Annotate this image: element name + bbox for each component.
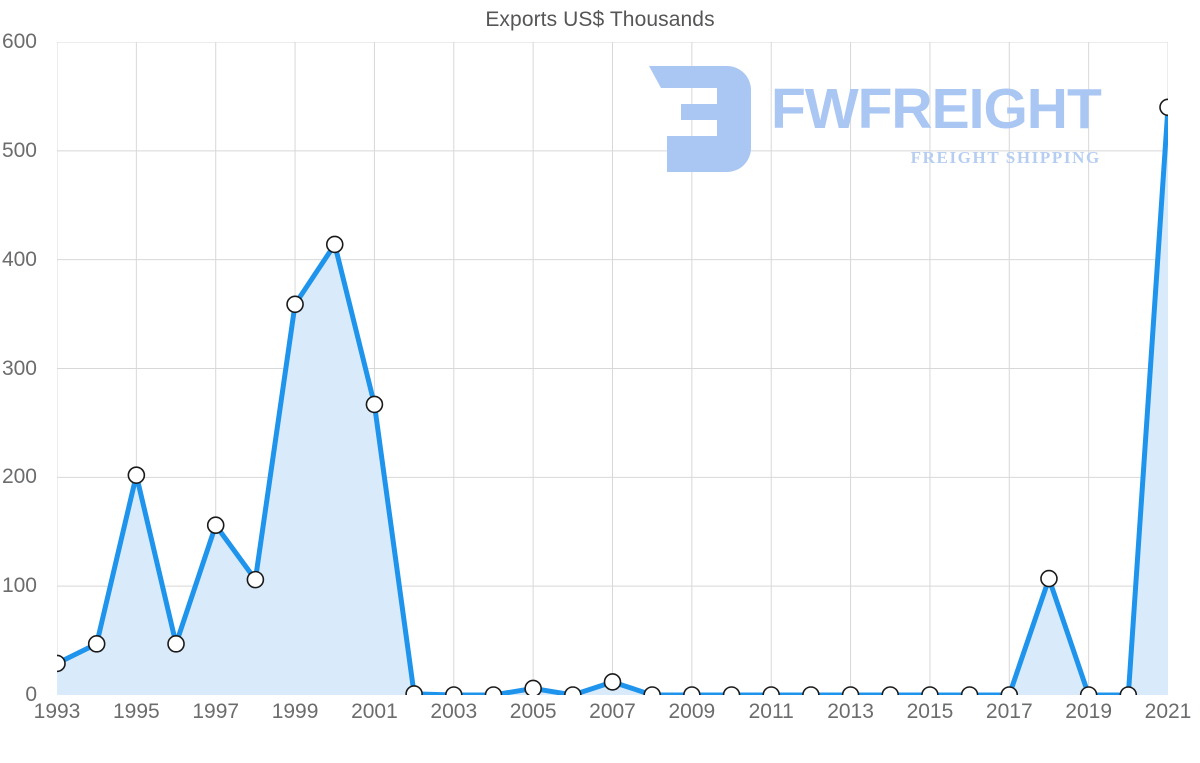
x-tick-label: 2009 [668,700,716,723]
data-point-marker[interactable] [605,674,621,690]
data-point-marker[interactable] [1120,687,1136,695]
data-point-marker[interactable] [247,572,263,588]
x-tick-label: 2021 [1144,700,1192,723]
data-point-marker[interactable] [763,687,779,695]
x-tick-label: 2017 [985,700,1033,723]
x-tick-label: 1999 [271,700,319,723]
y-tick-label: 500 [1,138,37,162]
x-tick-label: 2007 [589,700,636,723]
y-tick-label: 0 [25,683,37,706]
plot-area [57,42,1168,695]
data-point-marker[interactable] [962,687,978,695]
data-point-marker[interactable] [922,687,938,695]
area-fill [57,107,1168,695]
y-axis-tick-labels: 0 100 200 300 400 500 600 [0,30,47,706]
series-layer [57,42,1168,695]
data-point-marker[interactable] [843,687,859,695]
data-point-marker[interactable] [1160,99,1168,115]
y-tick-label: 200 [1,465,37,489]
y-tick-label: 100 [1,574,37,598]
data-point-marker[interactable] [525,680,541,695]
data-point-marker[interactable] [406,686,422,695]
x-tick-label: 1993 [33,700,81,723]
data-point-marker[interactable] [485,687,501,695]
x-tick-label: 2019 [1065,700,1112,723]
data-point-marker[interactable] [287,296,303,312]
y-tick-label: 600 [1,30,37,53]
x-tick-label: 2001 [351,700,398,723]
data-point-marker[interactable] [684,687,700,695]
data-point-marker[interactable] [565,687,581,695]
x-tick-label: 2011 [748,700,794,723]
data-point-marker[interactable] [57,655,65,671]
data-point-marker[interactable] [89,636,105,652]
y-tick-label: 300 [1,356,37,380]
data-point-marker[interactable] [128,467,144,483]
data-point-marker[interactable] [1001,687,1017,695]
x-tick-label: 1997 [192,700,240,723]
data-point-marker[interactable] [1081,687,1097,695]
x-tick-label: 2003 [430,700,478,723]
data-point-marker[interactable] [208,517,224,533]
data-point-marker[interactable] [168,636,184,652]
data-point-marker[interactable] [1041,571,1057,587]
data-point-marker[interactable] [803,687,819,695]
x-tick-label: 1995 [112,700,160,723]
y-tick-label: 400 [1,247,37,271]
x-axis-tick-labels: 1993 1995 1997 1999 2001 2003 2005 2007 2009 2011… [34,700,1192,740]
x-tick-label: 2005 [509,700,557,723]
data-point-marker[interactable] [644,687,660,695]
data-point-marker[interactable] [446,687,462,695]
data-point-marker[interactable] [366,396,382,412]
x-tick-label: 2013 [827,700,874,723]
data-point-marker[interactable] [882,687,898,695]
chart-title: Exports US$ Thousands [485,8,715,31]
x-tick-label: 2015 [906,700,954,723]
data-point-marker[interactable] [327,236,343,252]
data-point-marker[interactable] [724,687,740,695]
